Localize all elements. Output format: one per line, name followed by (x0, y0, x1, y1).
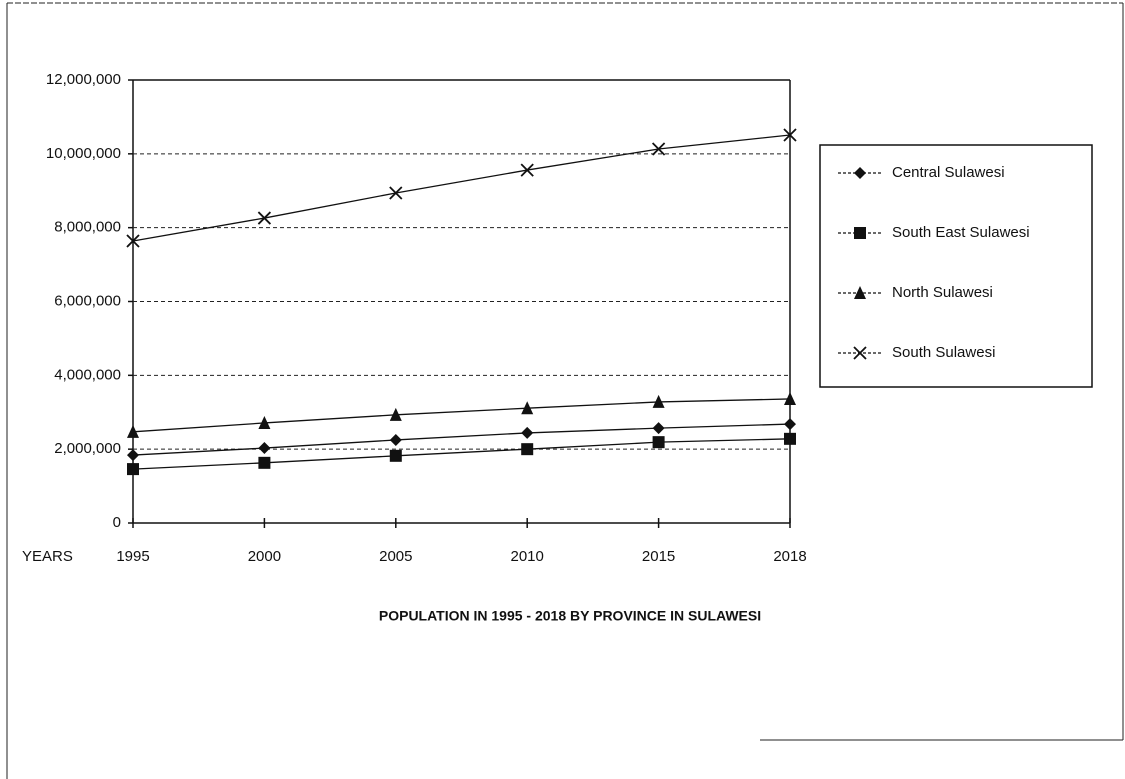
marker (652, 394, 665, 408)
x-tick-label: 2000 (248, 548, 281, 565)
marker (784, 432, 796, 445)
series-line (132, 398, 791, 433)
marker (127, 424, 139, 438)
legend-label: North Sulawesi (892, 284, 993, 301)
marker (257, 211, 272, 225)
chart-title: POPULATION IN 1995 - 2018 BY PROVINCE IN… (379, 608, 761, 624)
x-tick-label: 1995 (116, 548, 149, 565)
marker (521, 443, 534, 456)
x-tick-label: 2018 (773, 548, 806, 565)
marker (126, 234, 140, 248)
marker (651, 142, 666, 156)
marker (258, 415, 271, 429)
series-line (132, 423, 791, 456)
legend-label: South Sulawesi (892, 344, 995, 361)
x-tick-label: 2005 (379, 548, 412, 565)
marker (389, 407, 402, 421)
marker (127, 449, 139, 462)
legend-marker (853, 346, 867, 360)
marker (389, 186, 403, 200)
y-tick-label: 4,000,000 (54, 366, 121, 383)
y-tick-label: 0 (113, 514, 121, 531)
series-line (132, 438, 791, 470)
marker (784, 418, 796, 431)
y-tick-label: 8,000,000 (54, 219, 121, 236)
y-tick-label: 12,000,000 (46, 71, 121, 88)
x-tick-label: 2010 (511, 548, 544, 565)
marker (520, 163, 534, 177)
y-tick-label: 6,000,000 (54, 292, 121, 309)
legend-label: Central Sulawesi (892, 164, 1005, 181)
legend-marker (854, 227, 866, 239)
x-tick-label: 2015 (642, 548, 675, 565)
marker (783, 128, 797, 142)
marker (389, 433, 402, 446)
marker (652, 436, 665, 449)
marker (258, 456, 271, 469)
marker (389, 449, 402, 462)
marker (521, 426, 534, 439)
series-line (132, 134, 791, 242)
marker (258, 442, 271, 455)
marker (127, 463, 139, 476)
y-tick-label: 10,000,000 (46, 145, 121, 162)
x-axis-label: YEARS (22, 548, 73, 565)
legend-marker (854, 167, 866, 179)
marker (784, 391, 796, 405)
marker (652, 422, 665, 435)
y-tick-label: 2,000,000 (54, 440, 121, 457)
legend-marker (854, 286, 866, 299)
page-frame (6, 2, 1124, 779)
legend-label: South East Sulawesi (892, 224, 1030, 241)
marker (521, 401, 534, 415)
